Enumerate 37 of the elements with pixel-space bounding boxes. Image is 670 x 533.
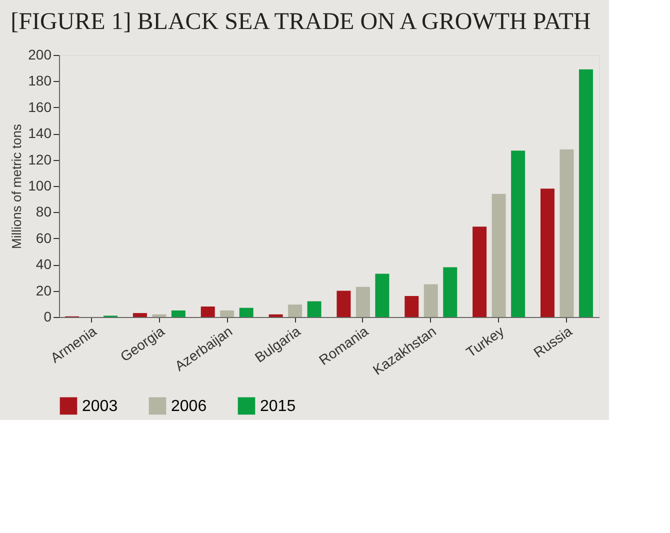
bar [132,313,147,317]
y-tick-label: 0 [44,308,52,324]
bar [152,314,166,317]
y-tick-label: 80 [36,204,52,220]
bar [200,306,215,317]
bar [307,301,322,317]
bar [472,226,487,317]
bar [375,274,390,317]
bar [511,150,526,317]
y-tick-label: 60 [36,230,52,246]
bar [171,310,186,317]
y-tick-label: 20 [36,282,52,298]
bar [540,188,554,317]
chart-title: [FIGURE 1] BLACK SEA TRADE ON A GROWTH PATH [10,9,591,35]
y-tick-label: 140 [28,125,52,142]
y-tick-label: 160 [28,98,52,115]
bar [220,310,234,317]
bar [578,69,593,317]
y-tick-label: 180 [28,72,52,89]
bar [560,149,574,317]
bar [356,286,370,317]
legend-label: 2006 [171,398,207,415]
y-tick-label: 120 [28,151,52,168]
y-tick-label: 40 [36,256,52,272]
y-tick-label: 200 [28,46,52,62]
legend-label: 2003 [82,398,118,415]
bar [424,284,438,317]
bar [288,304,302,317]
bar [336,290,351,317]
legend-label: 2015 [260,398,296,415]
y-tick-label: 100 [28,178,52,194]
y-axis-title: Millions of metric tons [9,124,24,249]
bar [443,267,458,317]
bar [492,194,506,317]
bar [404,296,419,317]
bar [268,314,283,317]
bar [239,308,254,317]
